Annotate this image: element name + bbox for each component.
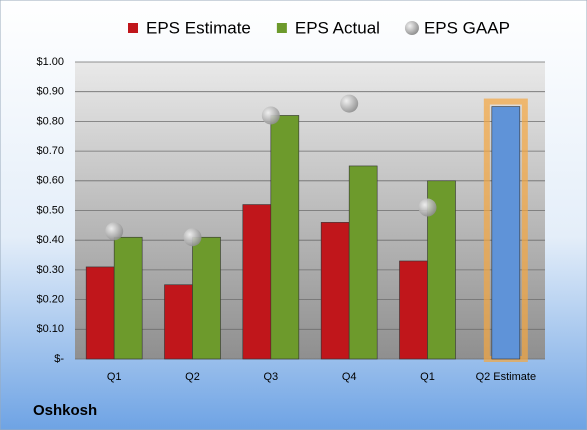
bar: [85, 266, 115, 360]
gaap-marker: [183, 228, 202, 247]
y-tick-label: $0.80: [36, 115, 64, 127]
y-tick-label: $0.60: [36, 175, 64, 187]
y-tick-label: $0.30: [36, 264, 64, 276]
y-tick-label: $1.00: [36, 56, 64, 68]
bar: [113, 236, 143, 360]
legend-swatch: [128, 23, 138, 33]
x-tick-label: Q2 Estimate: [476, 371, 537, 383]
bar: [399, 260, 428, 360]
bar: [348, 165, 378, 360]
legend-label: EPS Actual: [295, 18, 380, 37]
x-tick-label: Q2: [185, 371, 200, 383]
y-tick-label: $0.40: [36, 234, 64, 246]
gaap-marker: [340, 94, 359, 113]
bar: [164, 284, 193, 360]
x-tick-label: Q1: [420, 371, 435, 383]
y-tick-label: $0.50: [36, 204, 64, 216]
gaap-marker: [261, 106, 280, 125]
gaap-marker: [418, 198, 437, 217]
footer: Oshkosh: [33, 402, 97, 419]
bar: [320, 222, 350, 360]
bar: [270, 115, 300, 360]
bar: [491, 106, 521, 360]
x-tick-label: Q4: [342, 371, 357, 383]
y-tick-label: $0.10: [36, 323, 64, 335]
x-tick-label: Q1: [107, 371, 122, 383]
y-tick-label: $0.70: [36, 145, 64, 157]
legend-label: EPS Estimate: [146, 18, 251, 37]
legend-swatch: [404, 21, 419, 35]
gaap-marker: [105, 222, 124, 241]
legend-swatch: [276, 23, 287, 33]
legend-label: EPS GAAP: [424, 18, 510, 37]
bar: [242, 204, 272, 360]
y-tick-label: $0.90: [36, 86, 64, 98]
bar: [427, 180, 456, 360]
x-tick-label: Q3: [263, 371, 278, 383]
y-tick-label: $-: [54, 353, 64, 365]
bar: [192, 236, 221, 360]
y-tick-label: $0.20: [36, 294, 64, 306]
